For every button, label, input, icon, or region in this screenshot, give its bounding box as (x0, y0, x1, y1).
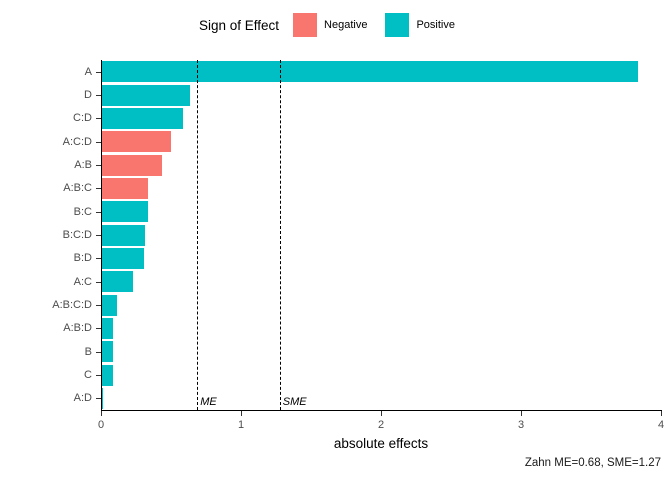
bar-A:B:C (102, 177, 149, 199)
legend-title: Sign of Effect (198, 17, 280, 33)
y-axis-label: D (84, 89, 92, 101)
y-axis-tick (96, 95, 101, 96)
legend-label-negative: Negative (324, 19, 368, 31)
y-axis-tick (96, 235, 101, 236)
y-axis-tick (96, 305, 101, 306)
x-axis-title: absolute effects (333, 436, 429, 451)
legend-entry-positive: Positive (385, 13, 455, 37)
legend-label-positive: Positive (416, 19, 455, 31)
x-axis-tick (521, 411, 522, 416)
y-axis-label: B:C (73, 205, 92, 218)
y-axis-label: A (84, 65, 92, 78)
y-axis-tick (96, 281, 101, 283)
bar-A:C:D (102, 131, 171, 153)
y-axis-tick (96, 165, 101, 166)
negative-swatch (293, 13, 318, 37)
y-axis-label: C (84, 369, 92, 381)
x-axis-tick (661, 411, 662, 416)
y-axis-label: A:B:D (63, 322, 92, 335)
y-axis-label: A:C (73, 275, 92, 288)
legend-entry-negative: Negative (293, 13, 367, 37)
x-axis-tick (381, 411, 382, 416)
x-axis-tick (241, 411, 242, 416)
y-axis-label: A:B (74, 159, 92, 171)
y-axis-tick (96, 118, 101, 120)
y-axis-label: B:D (73, 252, 92, 265)
legend: Sign of Effect Negative Positive (0, 12, 672, 38)
bar-B (102, 341, 114, 363)
x-axis-tick-label: 4 (657, 419, 665, 431)
y-axis-label: C:D (73, 112, 92, 125)
y-axis-label: A:D (73, 392, 92, 405)
reference-line-label-ME: ME (200, 396, 217, 408)
y-axis-tick (96, 351, 101, 353)
bar-A:B:D (102, 317, 114, 339)
chart-caption: Zahn ME=0.68, SME=1.27 (524, 457, 661, 469)
y-axis-tick (96, 328, 101, 330)
bar-B:C (102, 201, 149, 223)
y-axis-tick (96, 141, 101, 143)
x-axis-tick (101, 411, 102, 416)
y-axis-tick (96, 398, 101, 400)
y-axis-tick (96, 211, 101, 213)
bar-A:B (102, 154, 163, 176)
x-axis-tick-label: 2 (377, 419, 385, 431)
bar-C:D (102, 107, 184, 129)
y-axis-label: A:B:C:D (52, 299, 92, 311)
bar-B:D (102, 247, 144, 269)
y-axis-tick (96, 188, 101, 190)
x-axis-tick-label: 0 (97, 419, 105, 431)
bar-A:D (102, 387, 104, 409)
y-axis-label: B:C:D (62, 229, 92, 241)
reference-line-ME (197, 60, 199, 410)
bar-A:C (102, 271, 133, 293)
bar-A:B:C:D (102, 294, 118, 316)
plot-panel: ME SME (101, 60, 662, 411)
reference-line-SME (279, 60, 281, 410)
y-axis-label: B (84, 345, 92, 358)
y-axis-tick (96, 258, 101, 260)
bar-C (102, 364, 114, 386)
y-axis-tick (96, 375, 101, 376)
y-axis-tick (96, 71, 101, 73)
x-axis-tick-label: 1 (237, 419, 245, 431)
y-axis-label: A:B:C (63, 182, 92, 195)
y-axis-label: A:C:D (62, 135, 92, 148)
reference-line-label-SME: SME (282, 396, 307, 408)
positive-swatch (385, 13, 410, 37)
bar-B:C:D (102, 224, 146, 246)
x-axis-tick-label: 3 (517, 419, 525, 431)
bar-A (102, 61, 639, 83)
bar-D (102, 84, 191, 106)
